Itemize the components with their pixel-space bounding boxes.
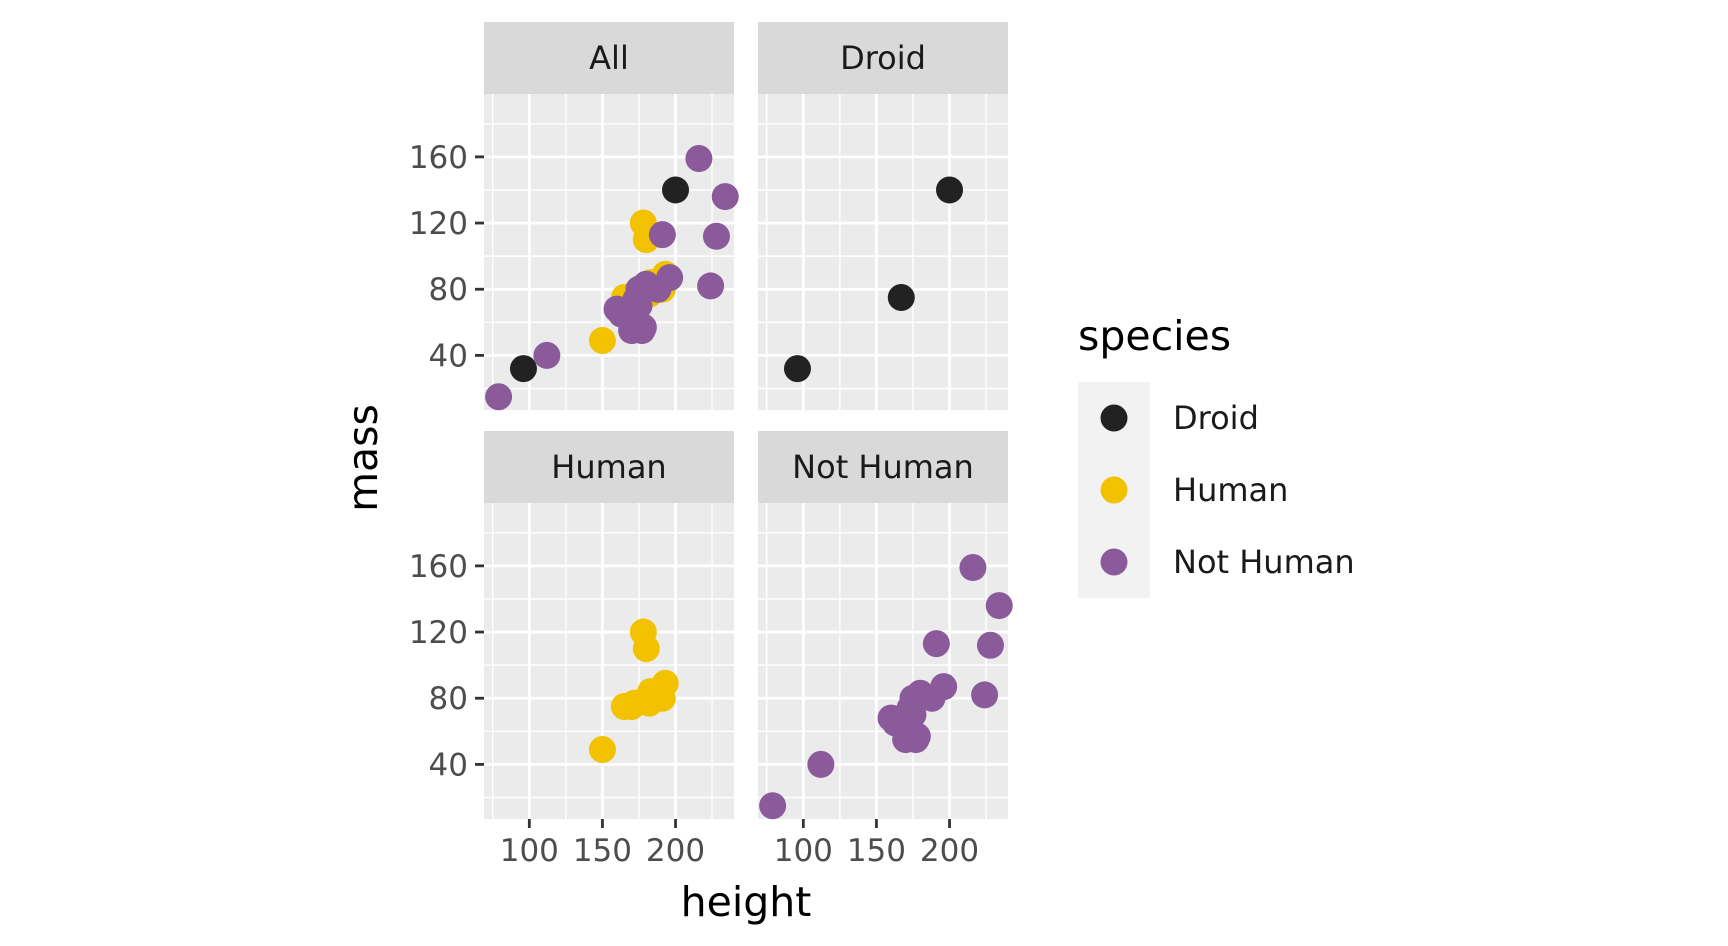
legend: species Droid Human Not Human: [1078, 312, 1355, 598]
point-droid: [887, 283, 915, 311]
legend-key-human: [1100, 476, 1128, 504]
y-tick-label: 120: [409, 206, 468, 242]
facet-panels: All Droid Human Not Human: [484, 22, 1013, 820]
legend-label-human: Human: [1173, 471, 1288, 509]
point-not-human: [685, 145, 713, 173]
legend-label-droid: Droid: [1173, 399, 1259, 437]
point-human: [644, 684, 672, 712]
y-tick-label: 80: [429, 681, 468, 717]
points-overflow: [759, 554, 1013, 820]
legend-key-droid: [1100, 404, 1128, 432]
strip-background: [758, 22, 1008, 94]
point-not-human: [711, 183, 739, 211]
y-tick-label: 160: [409, 140, 468, 176]
point-not-human: [985, 592, 1013, 620]
panel-background: [758, 503, 1008, 819]
point-human: [588, 327, 616, 355]
strip-label: Not Human: [792, 448, 974, 486]
strip-background: [758, 431, 1008, 503]
y-axis-title: mass: [339, 404, 387, 512]
x-tick-label: 100: [774, 833, 833, 869]
legend-key-not-human: [1100, 548, 1128, 576]
x-tick-label: 150: [573, 833, 632, 869]
point-human: [588, 736, 616, 764]
point-not-human: [648, 221, 676, 249]
y-tick-label: 160: [409, 549, 468, 585]
x-axis-title: height: [681, 878, 812, 926]
panel-all: All: [484, 22, 739, 411]
y-axis: 40 80 120 160 40 80 120 160: [409, 140, 484, 783]
strip-label: Human: [551, 448, 666, 486]
point-human: [632, 635, 660, 663]
point-not-human: [959, 554, 987, 582]
points-overflow: [485, 145, 739, 411]
y-tick-label: 40: [429, 338, 468, 374]
point-droid: [662, 176, 690, 204]
panel-background: [484, 503, 734, 819]
point-droid: [509, 355, 537, 383]
panel-human: Human: [484, 431, 734, 819]
legend-label-not-human: Not Human: [1173, 543, 1355, 581]
x-tick-label: 100: [500, 833, 559, 869]
gridlines: [758, 503, 1008, 819]
point-not-human: [971, 681, 999, 709]
point-not-human: [902, 726, 930, 754]
point-not-human: [533, 341, 561, 369]
y-tick-label: 40: [429, 747, 468, 783]
strip-background: [484, 431, 734, 503]
gridlines: [484, 503, 734, 819]
point-not-human: [697, 272, 725, 300]
point-droid: [783, 355, 811, 383]
point-not-human: [807, 750, 835, 778]
point-not-human: [702, 222, 730, 250]
legend-title: species: [1078, 312, 1231, 360]
point-not-human: [628, 317, 656, 345]
point-not-human: [759, 792, 787, 820]
points-overflow: [588, 618, 679, 764]
point-not-human: [610, 298, 638, 326]
points-overflow: [783, 176, 964, 383]
strip-label: Droid: [840, 39, 926, 77]
strip-background: [484, 22, 734, 94]
x-tick-label: 200: [920, 833, 979, 869]
x-tick-label: 200: [646, 833, 705, 869]
strip-label: All: [589, 39, 629, 77]
panel-not-human: Not Human: [758, 431, 1013, 820]
panel-droid: Droid: [758, 22, 1008, 410]
point-not-human: [922, 630, 950, 658]
point-human: [621, 689, 649, 717]
y-tick-label: 80: [429, 272, 468, 308]
point-not-human: [930, 673, 958, 701]
x-tick-label: 150: [847, 833, 906, 869]
point-not-human: [884, 707, 912, 735]
point-droid: [936, 176, 964, 204]
point-not-human: [485, 383, 513, 411]
y-tick-label: 120: [409, 615, 468, 651]
point-not-human: [656, 264, 684, 292]
x-axis: 100 150 200 100 150 200: [500, 819, 979, 869]
point-not-human: [976, 631, 1004, 659]
